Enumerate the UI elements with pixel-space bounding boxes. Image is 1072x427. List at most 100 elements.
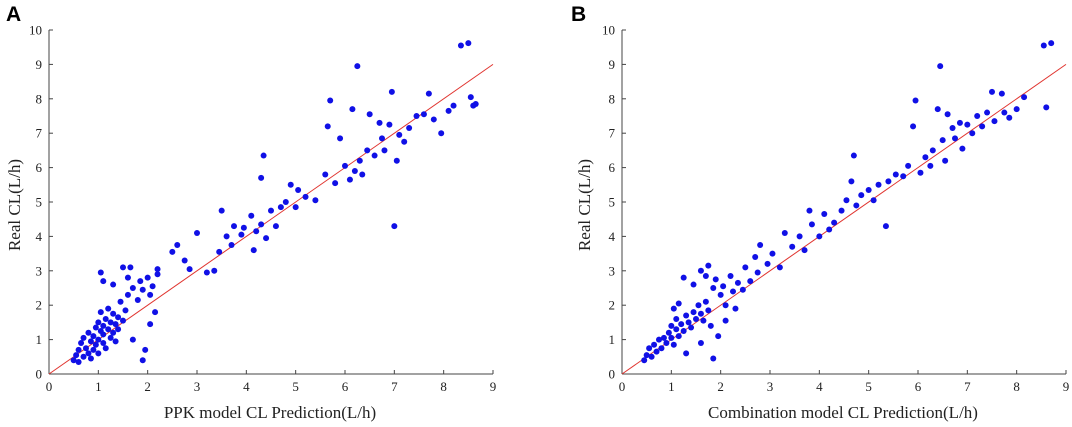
- panel-a-data-point: [87, 355, 94, 362]
- panel-a-data-point: [152, 309, 159, 316]
- panel-a-data-point: [223, 233, 230, 240]
- panel-a-data-point: [366, 111, 373, 118]
- panel-a-data-point: [174, 242, 181, 248]
- panel-b-data-point: [643, 352, 650, 359]
- panel-a-y-tick-label: 9: [36, 57, 43, 72]
- panel-b-data-point: [707, 322, 714, 329]
- panel-b-data-point: [752, 254, 759, 261]
- panel-b-data-point: [680, 274, 687, 281]
- panel-a-data-point: [100, 322, 107, 329]
- panel-b-data-point: [710, 285, 717, 291]
- panel-a-data-point: [327, 97, 334, 104]
- panel-b-data-point: [739, 286, 746, 293]
- panel-b-data-point: [673, 326, 680, 333]
- panel-a-y-tick-label: 3: [36, 263, 43, 278]
- panel-a-data-point: [272, 223, 279, 230]
- panel-b-data-point: [850, 152, 857, 159]
- panel-a-data-point: [356, 157, 363, 164]
- panel-a-x-tick-label: 9: [490, 379, 497, 394]
- panel-a-data-point: [92, 341, 99, 348]
- panel-b-data-point: [646, 345, 653, 352]
- panel-b-y-tick-label: 8: [609, 91, 616, 106]
- panel-a-data-point: [134, 297, 141, 304]
- panel-b-data-point: [695, 302, 702, 309]
- panel-b-data-point: [697, 267, 704, 274]
- panel-a-x-tick-label: 0: [46, 379, 53, 394]
- panel-a-data-point: [70, 357, 77, 364]
- panel-a-data-point: [248, 212, 255, 219]
- panel-b-data-point: [668, 334, 675, 341]
- panel-a-data-point: [258, 174, 265, 181]
- panel-b-data-point: [974, 113, 981, 119]
- panel-a-data-point: [139, 286, 146, 293]
- panel-b-data-point: [653, 348, 660, 355]
- panel-b-y-tick-label: 4: [609, 229, 616, 244]
- panel-a-data-point: [354, 63, 361, 70]
- panel-b-data-point: [697, 310, 704, 317]
- panel-b-y-axis-label: Real CL(L/h): [575, 159, 594, 251]
- panel-a-data-point: [396, 131, 403, 138]
- panel-a-data-point: [80, 353, 87, 360]
- panel-b-data-point: [979, 123, 986, 130]
- panel-b-data-point: [1013, 106, 1020, 113]
- panel-a-data-point: [110, 310, 117, 317]
- panel-a-y-tick-label: 6: [36, 160, 43, 175]
- panel-a-data-point: [97, 309, 104, 316]
- panel-b-x-tick-label: 8: [1013, 379, 1020, 394]
- panel-a-data-point: [122, 307, 129, 314]
- panel-a-data-point: [181, 257, 188, 264]
- panel-a-data-point: [154, 266, 161, 273]
- panel-a-data-point: [228, 242, 235, 248]
- panel-a-y-tick-label: 4: [36, 229, 43, 244]
- panel-b-data-point: [697, 340, 704, 347]
- panel-b-x-tick-label: 3: [767, 379, 774, 394]
- panel-b-data-point: [656, 336, 662, 343]
- panel-b-data-point: [1001, 109, 1008, 116]
- panel-b-x-tick-label: 7: [964, 379, 971, 394]
- panel-b-y-tick-label: 3: [609, 263, 616, 278]
- panel-b-data-point: [952, 135, 958, 142]
- panel-b-data-point: [870, 197, 877, 204]
- panel-b-data-point: [801, 247, 808, 254]
- panel-a-data-point: [87, 338, 94, 345]
- panel-b-data-point: [670, 305, 677, 312]
- panel-a-y-tick-label: 10: [29, 23, 42, 38]
- panel-b-data-point: [648, 353, 655, 360]
- panel-b-data-point: [734, 279, 741, 286]
- panel-a-data-point: [142, 346, 149, 353]
- panel-a-data-point: [268, 207, 274, 214]
- panel-a-data-point: [100, 340, 107, 347]
- panel-b-data-point: [892, 171, 899, 178]
- panel-b-data-point: [781, 229, 788, 236]
- panel-b-y-tick-label: 10: [602, 23, 615, 38]
- panel-a-data-point: [127, 264, 134, 271]
- panel-b-data-point: [712, 276, 719, 283]
- panel-a-y-axis-label: Real CL(L/h): [5, 159, 24, 251]
- panel-a-data-point: [102, 345, 109, 352]
- panel-b-x-tick-label: 1: [668, 379, 675, 394]
- panel-a-x-axis-label: PPK model CL Prediction(L/h): [164, 403, 376, 422]
- panel-a-data-point: [211, 267, 218, 274]
- panel-a-data-point: [107, 319, 114, 326]
- panel-b-data-point: [690, 281, 697, 288]
- panel-a-x-tick-label: 7: [391, 379, 398, 394]
- panel-b-data-point: [969, 130, 976, 137]
- panel-b-data-point: [685, 319, 692, 326]
- panel-b-data-point: [853, 202, 860, 209]
- panel-b-data-point: [700, 317, 707, 324]
- panel-b-data-point: [688, 324, 695, 331]
- panel-a-data-point: [97, 269, 104, 276]
- panel-b-data-point: [717, 291, 724, 298]
- panel-b-data-point: [660, 334, 667, 341]
- panel-a-data-point: [216, 248, 223, 255]
- panel-b-reference-line: [621, 63, 1067, 375]
- panel-b-data-point: [998, 90, 1005, 97]
- panel-a-data-point: [105, 326, 112, 333]
- panel-a-x-tick-label: 3: [194, 379, 201, 394]
- panel-b-data-point: [1043, 104, 1050, 111]
- panel-a-data-point: [203, 269, 210, 276]
- panel-a-data-point: [147, 291, 154, 298]
- panel-b-data-point: [730, 288, 736, 295]
- panel-b-data-point: [722, 302, 729, 309]
- panel-a-data-point: [80, 334, 87, 341]
